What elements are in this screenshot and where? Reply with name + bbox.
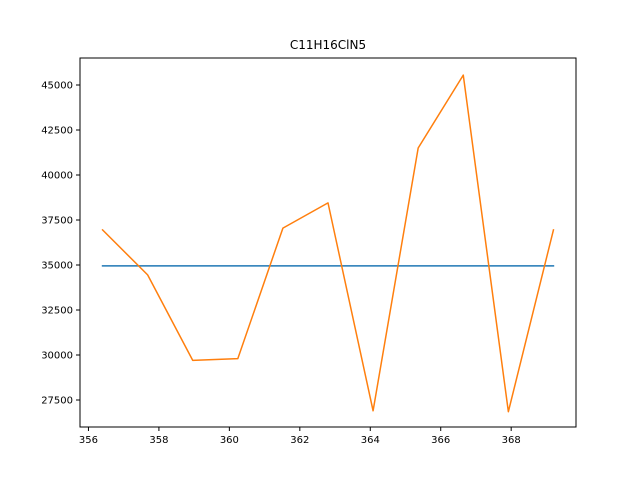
- y-tick-label: 35000: [41, 261, 73, 272]
- x-tick-label: 366: [431, 435, 450, 446]
- x-tick-label: 364: [361, 435, 380, 446]
- y-tick-label: 42500: [41, 126, 73, 137]
- x-tick-label: 356: [79, 435, 98, 446]
- x-tick-label: 362: [290, 435, 309, 446]
- y-tick-label: 27500: [41, 396, 73, 407]
- series-layer: [101, 74, 555, 413]
- y-tick-label: 32500: [41, 306, 73, 317]
- axes-layer: 356 358 360 362 364 366 368 27500 30000 32500 3500…: [41, 81, 521, 447]
- y-tick-label: 40000: [41, 171, 73, 182]
- y-tick-label: 45000: [41, 81, 73, 92]
- x-tick-label: 368: [502, 435, 521, 446]
- series-line-2: [101, 74, 555, 413]
- x-tick-label: 358: [149, 435, 168, 446]
- y-tick-label: 37500: [41, 216, 73, 227]
- chart-title: C11H16ClN5: [290, 38, 366, 52]
- plot-frame: [79, 57, 577, 428]
- x-tick-label: 360: [220, 435, 239, 446]
- y-tick-label: 30000: [41, 351, 73, 362]
